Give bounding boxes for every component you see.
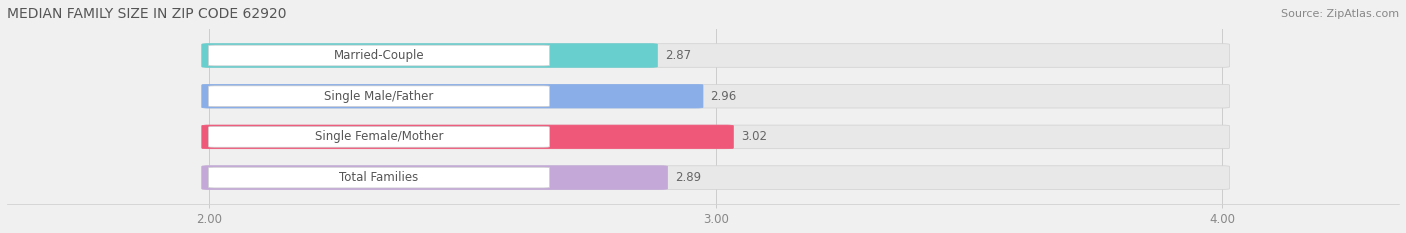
FancyBboxPatch shape (202, 44, 658, 67)
FancyBboxPatch shape (202, 125, 734, 149)
Text: 2.96: 2.96 (710, 90, 737, 103)
FancyBboxPatch shape (208, 167, 550, 188)
FancyBboxPatch shape (208, 127, 550, 147)
Text: Total Families: Total Families (339, 171, 419, 184)
Text: 2.87: 2.87 (665, 49, 692, 62)
Text: Single Female/Mother: Single Female/Mother (315, 130, 443, 143)
FancyBboxPatch shape (202, 125, 1229, 149)
Text: Source: ZipAtlas.com: Source: ZipAtlas.com (1281, 9, 1399, 19)
FancyBboxPatch shape (208, 45, 550, 66)
FancyBboxPatch shape (208, 86, 550, 106)
Text: MEDIAN FAMILY SIZE IN ZIP CODE 62920: MEDIAN FAMILY SIZE IN ZIP CODE 62920 (7, 7, 287, 21)
Text: Married-Couple: Married-Couple (333, 49, 425, 62)
Text: 2.89: 2.89 (675, 171, 702, 184)
Text: 3.02: 3.02 (741, 130, 766, 143)
FancyBboxPatch shape (202, 44, 1229, 67)
FancyBboxPatch shape (202, 166, 1229, 189)
Text: Single Male/Father: Single Male/Father (325, 90, 433, 103)
FancyBboxPatch shape (202, 84, 1229, 108)
FancyBboxPatch shape (202, 166, 668, 189)
FancyBboxPatch shape (202, 84, 703, 108)
